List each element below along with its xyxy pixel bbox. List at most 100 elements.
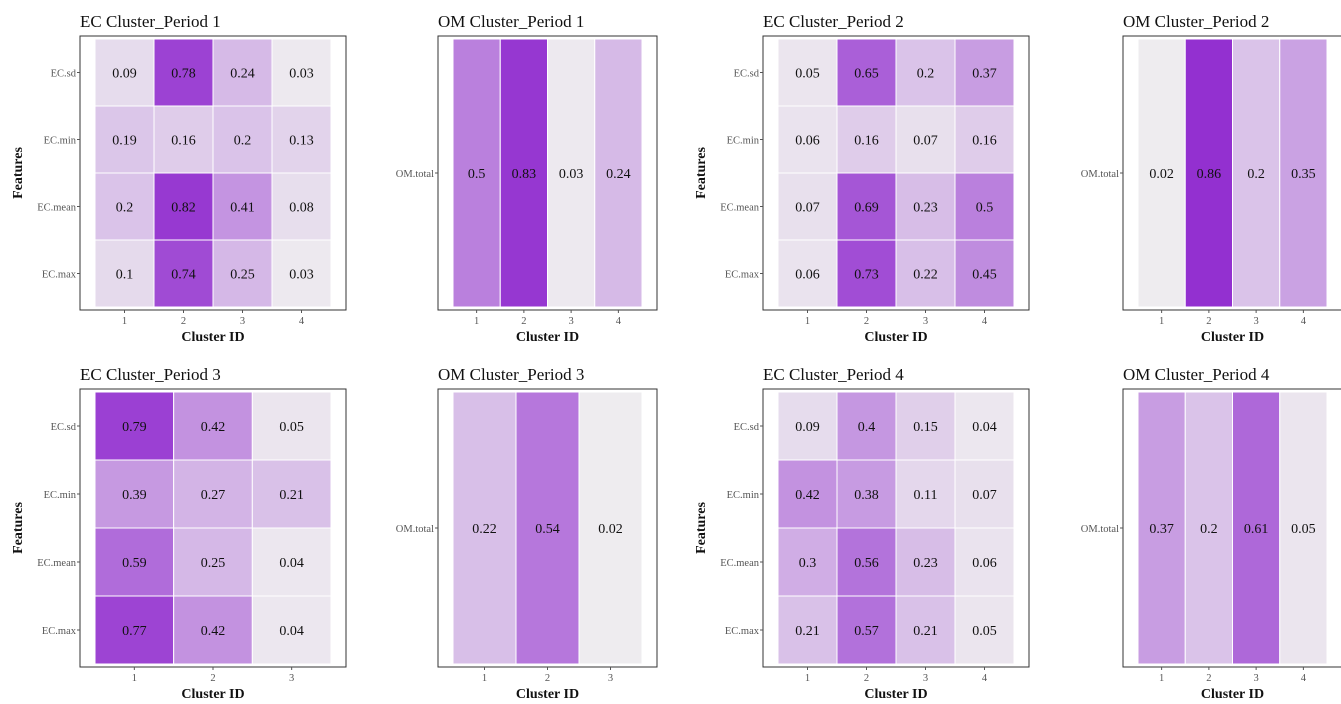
- cell-value-label: 0.82: [171, 201, 196, 216]
- heatmap-cell: [153, 239, 214, 308]
- heatmap-cell: [836, 105, 897, 174]
- cell-value-label: 0.42: [201, 420, 226, 435]
- heatmap-cell: [895, 172, 956, 241]
- heatmap-cell: [547, 38, 596, 308]
- cell-value-label: 0.22: [913, 268, 938, 283]
- heatmap-panel: EC Cluster_Period 2 0.05 0.65 0.2 0.37 0.06 0.…: [694, 12, 1030, 345]
- cell-value-label: 0.41: [230, 201, 255, 216]
- heatmap-cell: [954, 527, 1015, 597]
- cell-value-label: 0.2: [1247, 167, 1265, 182]
- heatmap-cell: [836, 239, 897, 308]
- cell-value-label: 0.06: [795, 268, 820, 283]
- cell-value-label: 0.24: [606, 167, 631, 182]
- x-tick-label: 1: [132, 673, 137, 684]
- heatmap-panel: EC Cluster_Period 10.09 0.78 0.24 0.030.19 0…: [11, 12, 347, 345]
- cell-value-label: 0.22: [472, 522, 497, 537]
- x-tick-label: 1: [122, 316, 127, 327]
- y-tick-label: OM.total: [1081, 524, 1119, 535]
- y-tick-label: EC.min: [727, 136, 760, 147]
- cell-value-label: 0.11: [914, 488, 938, 503]
- x-axis-title: Cluster ID: [181, 330, 244, 345]
- heatmap-cell: [271, 38, 332, 107]
- heatmap-cell: [777, 527, 838, 597]
- heatmap-cell: [452, 391, 517, 665]
- heatmap-cell: [271, 105, 332, 174]
- y-tick-label: EC.mean: [720, 203, 760, 214]
- cell-value-label: 0.06: [972, 556, 997, 571]
- heatmap-cell: [94, 527, 175, 597]
- heatmap-cell: [94, 239, 155, 308]
- cell-value-label: 0.07: [913, 134, 938, 149]
- cell-value-label: 0.15: [913, 420, 938, 435]
- cell-value-label: 0.54: [535, 522, 560, 537]
- cell-value-label: 0.77: [122, 624, 147, 639]
- heatmap-panel: OM Cluster_Period 3 0.22 0.54 0.02 OM.total 1…: [396, 365, 658, 702]
- heatmap-cell: [94, 38, 155, 107]
- cell-value-label: 0.57: [854, 624, 879, 639]
- y-tick-label: OM.total: [396, 169, 434, 180]
- heatmap-panel: OM Cluster_Period 2 0.02 0.86 0.2 0.35 OM.tot…: [1081, 12, 1341, 345]
- heatmap-cell: [251, 595, 332, 665]
- cell-value-label: 0.59: [122, 556, 147, 571]
- heatmap-cell: [895, 391, 956, 461]
- panel-title: EC Cluster_Period 1: [80, 12, 221, 31]
- cell-value-label: 0.16: [171, 134, 196, 149]
- cell-value-label: 0.2: [234, 134, 252, 149]
- heatmap-cell: [153, 38, 214, 107]
- cell-value-label: 0.23: [913, 201, 938, 216]
- panel-title: OM Cluster_Period 4: [1123, 365, 1270, 384]
- cell-value-label: 0.78: [171, 67, 196, 82]
- x-tick-label: 3: [569, 316, 574, 327]
- cell-value-label: 0.1: [116, 268, 134, 283]
- y-axis-title: Features: [694, 147, 709, 199]
- cell-value-label: 0.37: [972, 67, 997, 82]
- heatmap-cell: [1279, 38, 1328, 308]
- cell-value-label: 0.03: [559, 167, 584, 182]
- y-tick-label: OM.total: [396, 524, 434, 535]
- cell-value-label: 0.02: [1149, 167, 1174, 182]
- x-tick-label: 2: [864, 673, 869, 684]
- cell-value-label: 0.19: [112, 134, 137, 149]
- heatmap-cell: [251, 391, 332, 461]
- panel-title: EC Cluster_Period 4: [763, 365, 904, 384]
- cell-value-label: 0.05: [279, 420, 304, 435]
- cell-value-label: 0.02: [598, 522, 623, 537]
- cell-value-label: 0.04: [972, 420, 997, 435]
- cell-value-label: 0.2: [1200, 522, 1218, 537]
- cell-value-label: 0.21: [279, 488, 304, 503]
- y-tick-label: EC.min: [44, 490, 77, 501]
- cell-value-label: 0.35: [1291, 167, 1316, 182]
- cell-value-label: 0.45: [972, 268, 997, 283]
- heatmap-cell: [1184, 38, 1233, 308]
- x-tick-label: 3: [1254, 316, 1259, 327]
- y-tick-label: EC.sd: [51, 422, 77, 433]
- heatmap-cell: [836, 172, 897, 241]
- heatmap-cell: [1232, 38, 1281, 308]
- y-tick-label: EC.mean: [37, 203, 77, 214]
- cell-value-label: 0.03: [289, 67, 314, 82]
- cell-value-label: 0.39: [122, 488, 147, 503]
- heatmap-cell: [94, 459, 175, 529]
- panel-title: EC Cluster_Period 3: [80, 365, 221, 384]
- cell-value-label: 0.74: [171, 268, 196, 283]
- heatmap-cell: [271, 239, 332, 308]
- heatmap-cell: [452, 38, 501, 308]
- x-axis-title: Cluster ID: [864, 330, 927, 345]
- x-axis-title: Cluster ID: [1201, 687, 1264, 702]
- x-tick-label: 2: [210, 673, 215, 684]
- heatmap-panel: OM Cluster_Period 1 0.5 0.83 0.03 0.24 OM.tot…: [396, 12, 658, 345]
- panel-title: EC Cluster_Period 2: [763, 12, 904, 31]
- x-tick-label: 3: [1254, 673, 1259, 684]
- cell-value-label: 0.04: [279, 624, 304, 639]
- cell-value-label: 0.07: [795, 201, 820, 216]
- heatmap-cell: [212, 38, 273, 107]
- heatmap-cell: [895, 595, 956, 665]
- cell-value-label: 0.86: [1197, 167, 1222, 182]
- y-tick-label: EC.max: [42, 626, 77, 637]
- y-tick-label: EC.mean: [37, 558, 77, 569]
- x-tick-label: 4: [616, 316, 622, 327]
- x-tick-label: 3: [923, 673, 928, 684]
- cell-value-label: 0.21: [795, 624, 820, 639]
- heatmap-cell: [777, 239, 838, 308]
- x-axis-title: Cluster ID: [516, 330, 579, 345]
